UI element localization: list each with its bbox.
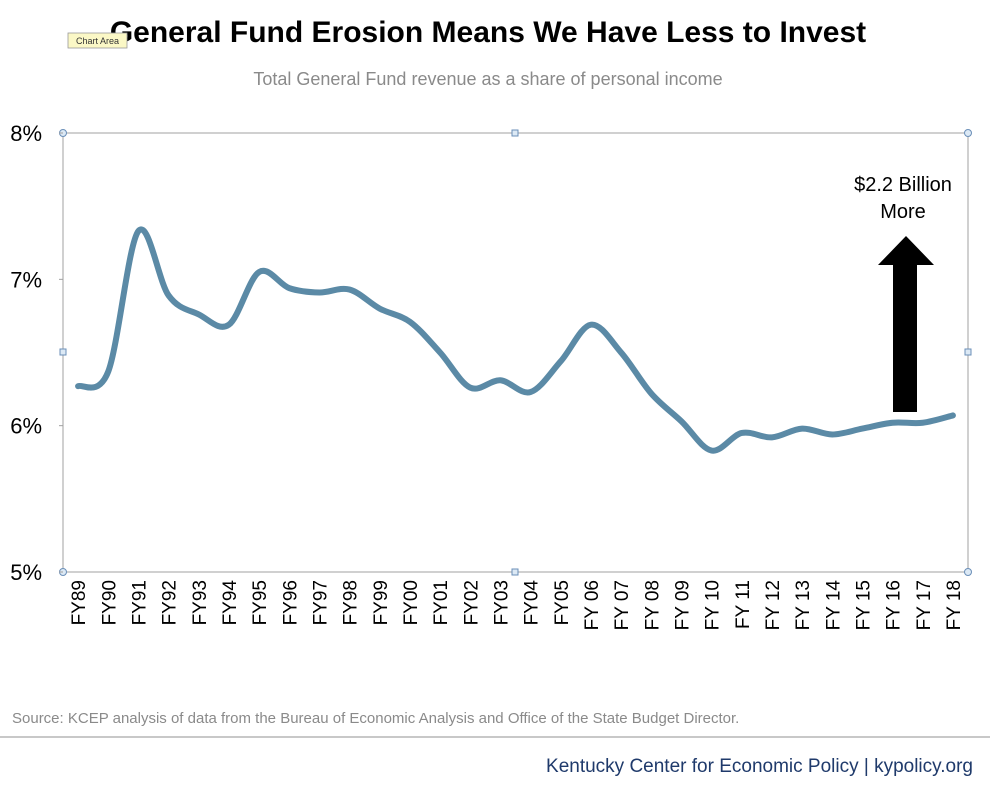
y-tick-label: 8% bbox=[10, 121, 42, 146]
line bbox=[75, 226, 956, 454]
x-tick-label: FY89 bbox=[69, 580, 90, 625]
x-tick-label: FY 14 bbox=[823, 580, 844, 631]
source: Source: KCEP analysis of data from the B… bbox=[12, 710, 739, 727]
x-tick-label: FY 16 bbox=[884, 580, 905, 630]
tooltip: Chart Area bbox=[76, 36, 119, 46]
annotation: More bbox=[880, 201, 926, 223]
x-tick-label: FY 15 bbox=[853, 580, 874, 630]
y-tick-label: 5% bbox=[10, 560, 42, 585]
x-tick-label: FY05 bbox=[552, 580, 573, 625]
x-tick-label: FY01 bbox=[431, 580, 452, 625]
x-tick-label: FY97 bbox=[310, 580, 331, 625]
arrow bbox=[878, 236, 934, 412]
annotation: $2.2 Billion bbox=[854, 174, 952, 196]
x-tick-label: FY 07 bbox=[612, 580, 633, 630]
x-tick-label: FY 13 bbox=[793, 580, 814, 630]
x-tick-label: FY94 bbox=[220, 580, 241, 626]
y-tick-label: 6% bbox=[10, 414, 42, 439]
x-tick-label: FY 08 bbox=[642, 580, 663, 630]
x-tick-label: FY93 bbox=[190, 580, 211, 625]
x-tick-label: FY91 bbox=[129, 580, 150, 625]
x-tick-label: FY92 bbox=[160, 580, 181, 625]
x-tick-label: FY 06 bbox=[582, 580, 603, 630]
footer: Kentucky Center for Economic Policy | ky… bbox=[546, 756, 973, 777]
chart-title: General Fund Erosion Means We Have Less … bbox=[110, 16, 866, 49]
plot-border bbox=[62, 132, 969, 573]
x-tick-label: FY02 bbox=[461, 580, 482, 625]
x-tick-label: FY 17 bbox=[914, 580, 935, 630]
x-tick-label: FY 09 bbox=[672, 580, 693, 630]
chart-subtitle: Total General Fund revenue as a share of… bbox=[253, 69, 722, 89]
x-tick-label: FY03 bbox=[491, 580, 512, 625]
tooltip-box bbox=[67, 32, 128, 49]
x-tick-label: FY00 bbox=[401, 580, 422, 625]
x-tick-label: FY90 bbox=[99, 580, 120, 625]
x-tick-label: FY98 bbox=[341, 580, 362, 625]
x-tick-label: FY99 bbox=[371, 580, 392, 625]
x-tick-label: FY 12 bbox=[763, 580, 784, 630]
x-tick-label: FY96 bbox=[280, 580, 301, 625]
x-tick-label: FY 11 bbox=[733, 580, 754, 629]
x-tick-label: FY 18 bbox=[944, 580, 965, 630]
selection-handles bbox=[59, 129, 972, 576]
y-tick-label: 7% bbox=[10, 267, 42, 292]
x-tick-label: FY 10 bbox=[703, 580, 724, 630]
x-tick-label: FY04 bbox=[522, 580, 543, 626]
x-tick-label: FY95 bbox=[250, 580, 271, 625]
